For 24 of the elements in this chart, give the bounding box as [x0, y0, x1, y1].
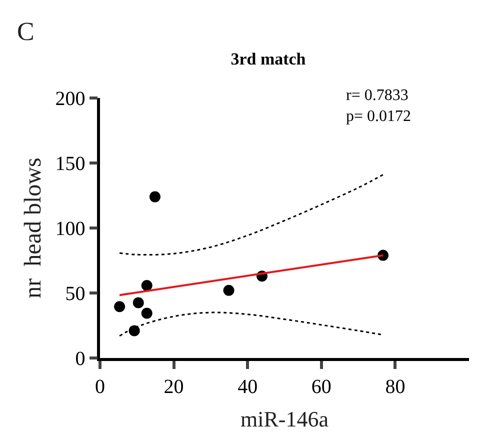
y-tick-label: 100	[55, 218, 86, 240]
point	[114, 301, 126, 312]
x-tick-label: 40	[238, 376, 258, 398]
point	[141, 308, 152, 319]
x-tick-label: 60	[311, 376, 332, 398]
y-tick-label: 50	[65, 283, 86, 305]
x-tick-label: 0	[95, 376, 105, 398]
text: C	[17, 17, 34, 46]
point	[149, 191, 160, 202]
point	[128, 325, 140, 336]
point	[141, 280, 152, 291]
annotation: r= 0.7833 p= 0.0172	[346, 87, 412, 125]
line-series	[118, 174, 384, 256]
x-tick-label: 80	[385, 376, 406, 398]
y-axis-title: nr head blows	[20, 158, 46, 298]
y-tick-label: 150	[55, 153, 86, 175]
point	[223, 284, 234, 296]
chart-title: 3rd match	[230, 49, 306, 68]
point	[132, 297, 144, 308]
x-tick-label: 20	[164, 376, 184, 398]
x-axis-title: miR-146a	[240, 406, 329, 432]
y-tick-label: 0	[75, 348, 86, 370]
line-series	[118, 312, 384, 337]
y-tick-label: 200	[55, 88, 86, 110]
